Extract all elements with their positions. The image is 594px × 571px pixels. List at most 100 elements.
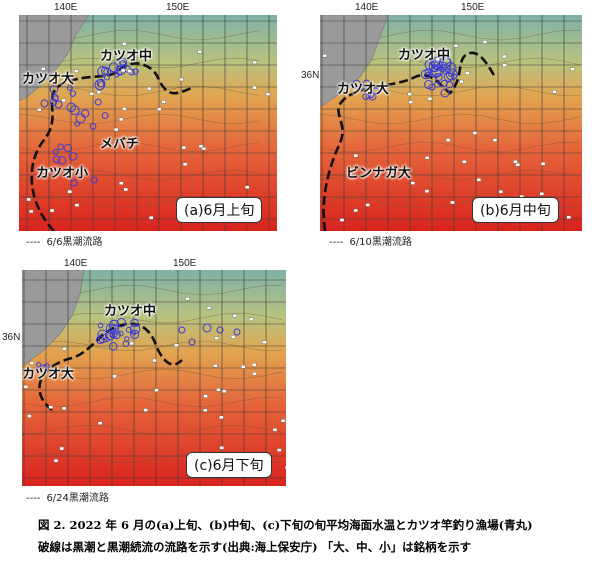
station-marker <box>435 57 440 62</box>
fishing-ground-circle <box>130 318 139 328</box>
station-marker <box>252 372 257 376</box>
isotherm-contour <box>19 141 260 153</box>
station-marker <box>201 146 207 151</box>
station-marker <box>445 138 451 142</box>
figure-caption-line-1: 図 2. 2022 年 6 月の(a)上旬、(b)中旬、(c)下旬の旬平均海面水… <box>38 518 533 532</box>
station-marker <box>114 127 119 132</box>
fishing-ground-circle <box>94 98 102 106</box>
station-marker <box>122 107 127 111</box>
station-marker <box>213 364 218 368</box>
fishing-ground-circle <box>95 335 105 345</box>
legend-c: ---- 6/24黒潮流路 <box>26 489 109 504</box>
station-marker <box>143 408 149 412</box>
station-marker <box>198 144 204 148</box>
fishing-ground-circle <box>125 326 132 333</box>
station-marker <box>48 405 54 409</box>
legend-dash-b: ---- <box>329 237 344 248</box>
station-marker <box>27 414 32 418</box>
fishing-ground-circle <box>352 79 361 89</box>
station-marker <box>118 117 124 122</box>
fishing-ground-circle <box>111 330 121 340</box>
station-marker <box>62 346 67 351</box>
station-marker <box>74 203 80 207</box>
station-marker <box>179 77 184 82</box>
legend-text-a: 6/6黒潮流路 <box>46 237 103 248</box>
fishery-label-binnaga-dai: ビンナガ大 <box>346 166 412 181</box>
station-marker <box>74 69 79 73</box>
station-marker <box>96 90 102 95</box>
lon-label-150e: 150E <box>461 2 485 13</box>
station-marker <box>540 162 546 166</box>
fishing-ground-circle <box>118 57 127 66</box>
fishing-ground-circle <box>63 143 73 153</box>
station-marker <box>472 131 477 135</box>
station-marker <box>203 394 208 398</box>
station-marker <box>122 42 127 46</box>
fishing-ground-circle <box>74 120 81 127</box>
fishing-ground-circle <box>43 363 50 369</box>
station-marker <box>566 215 571 219</box>
station-marker <box>248 317 254 321</box>
fishing-ground-circle <box>97 329 108 340</box>
station-marker <box>61 406 67 411</box>
station-marker <box>49 208 55 213</box>
station-marker <box>277 448 282 452</box>
station-marker <box>232 313 238 318</box>
station-marker <box>26 197 31 202</box>
fishing-ground-circle <box>428 61 441 73</box>
fishing-ground-circle <box>101 112 109 119</box>
fishing-ground-circle <box>233 328 241 336</box>
station-marker <box>37 108 42 112</box>
station-marker <box>89 91 94 96</box>
fishing-ground-circle <box>94 79 106 91</box>
station-marker <box>154 388 159 392</box>
fishing-ground-circle <box>40 99 49 108</box>
lat-label-36n: 36N <box>2 332 21 343</box>
lon-label-140e: 140E <box>54 2 78 13</box>
fishing-ground-circle <box>438 57 452 70</box>
fishery-label-katsuo-sho: カツオ小 <box>36 166 89 181</box>
station-marker <box>97 421 103 425</box>
station-marker <box>427 97 433 101</box>
fishery-label-katsuo-chu: カツオ中 <box>104 304 157 319</box>
fishing-ground-circle <box>36 362 42 368</box>
station-marker <box>515 163 520 167</box>
fishing-ground-circle <box>90 176 98 184</box>
station-marker <box>476 178 482 182</box>
fishing-ground-circle <box>49 98 58 106</box>
fishing-ground-circle <box>440 79 448 87</box>
station-marker <box>23 385 29 389</box>
fishing-ground-circle <box>115 65 122 72</box>
fishing-ground-circle <box>57 143 64 151</box>
station-marker <box>127 69 132 73</box>
station-marker <box>206 306 212 310</box>
panel-label-c: (c)6月下旬 <box>186 452 272 478</box>
station-marker <box>197 50 203 54</box>
fishing-ground-circle <box>434 73 443 82</box>
station-marker <box>410 181 415 185</box>
station-marker <box>152 358 157 363</box>
station-marker <box>241 365 246 369</box>
station-marker <box>464 71 470 75</box>
fishing-ground-circle <box>52 148 59 156</box>
fishing-ground-circle <box>89 122 97 130</box>
station-marker <box>216 388 221 392</box>
station-marker <box>174 343 179 347</box>
station-marker <box>157 107 162 111</box>
station-marker <box>339 218 345 222</box>
fishing-ground-circle <box>57 155 67 165</box>
isotherm-contour <box>19 113 260 125</box>
station-marker <box>539 192 544 196</box>
station-marker <box>492 138 498 142</box>
fishery-label-mebachi: メバチ <box>100 137 140 152</box>
station-marker <box>262 340 267 344</box>
fishing-ground-circle <box>447 70 455 77</box>
legend-text-b: 6/10黒潮流路 <box>349 237 412 248</box>
legend-dash-c: ---- <box>26 493 41 504</box>
sst-map-a <box>19 15 277 231</box>
station-marker <box>570 67 575 71</box>
fishing-ground-circle <box>216 326 224 334</box>
station-marker <box>252 363 257 367</box>
station-marker <box>498 189 504 194</box>
station-marker <box>40 67 46 71</box>
